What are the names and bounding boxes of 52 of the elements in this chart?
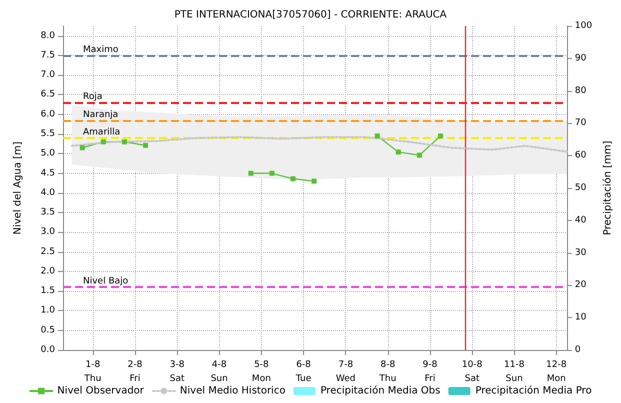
- y-tick-label: 1.5: [40, 286, 55, 296]
- ref-line-label: Amarilla: [83, 127, 120, 138]
- y-tick-label: 6.5: [40, 90, 55, 100]
- x-tick-label: 7-8 Wed: [336, 360, 356, 384]
- y-tick-label: 6.0: [40, 109, 56, 120]
- y2-tick-label: 40: [574, 215, 587, 226]
- y-tick-label: 3.0: [40, 227, 56, 238]
- y-tick-label: 7.0: [40, 70, 56, 80]
- y-tick-label: 2.0: [40, 266, 56, 276]
- legend-label: Precipitación Media Obs: [320, 386, 440, 396]
- x-tick-label: 11-8 Sun: [504, 360, 525, 384]
- y-tick-label: 2.5: [40, 246, 55, 257]
- ref-line-label: Naranja: [83, 110, 118, 120]
- y2-tick-label: 0: [574, 345, 581, 355]
- x-tick-label: 2-8 Fri: [128, 360, 143, 384]
- y-tick-label: 4.0: [40, 188, 56, 198]
- x-tick-label: 4-8 Sun: [210, 360, 228, 384]
- y2-tick-label: 50: [574, 183, 587, 193]
- y-tick-label: 1.0: [40, 306, 56, 316]
- y-tick-label: 0.0: [40, 345, 56, 355]
- ref-line-label: Nivel Bajo: [83, 276, 129, 287]
- x-tick-label: 12-8 Mon: [546, 360, 567, 384]
- y-tick-label: 5.0: [40, 148, 56, 159]
- y2-tick-label: 80: [574, 86, 587, 96]
- y2-tick-label: 60: [574, 150, 587, 161]
- y-tick-label: 3.5: [40, 208, 55, 218]
- x-tick-label: 5-8 Mon: [252, 360, 271, 384]
- x-tick-label: 3-8 Sat: [170, 360, 185, 384]
- y-tick-label: 5.5: [40, 129, 55, 139]
- ref-line-label: Maximo: [83, 44, 119, 55]
- y-tick-label: 4.5: [40, 168, 55, 178]
- chart-title: PTE INTERNACIONA[37057060] - CORRIENTE: ARAUCA: [174, 10, 447, 20]
- x-tick-label: 8-8 Thu: [378, 360, 396, 384]
- legend-label: Precipitación Media Pro: [475, 386, 592, 396]
- x-tick-label: 9-8 Fri: [422, 360, 438, 384]
- y2-tick-label: 90: [574, 53, 587, 64]
- y-axis-title: Nivel del Agua [m]: [12, 141, 24, 235]
- y-tick-label: 0.5: [40, 325, 55, 336]
- y2-tick-label: 30: [574, 248, 587, 258]
- y-tick-label: 8.0: [40, 30, 56, 41]
- legend-label: Nivel Observador: [57, 386, 145, 396]
- y2-tick-label: 10: [574, 312, 587, 323]
- y2-tick-label: 20: [574, 280, 587, 290]
- y-tick-label: 7.5: [40, 50, 55, 60]
- y2-tick-label: 70: [574, 118, 587, 128]
- y2-axis-title: Precipitación [mm]: [602, 140, 614, 236]
- legend-label: Nivel Medio Historico: [180, 386, 286, 396]
- x-tick-label: 10-8 Sat: [462, 360, 483, 384]
- y2-tick-label: 100: [574, 21, 592, 31]
- x-tick-label: 6-8 Tue: [294, 360, 312, 384]
- x-tick-label: 1-8 Thu: [83, 360, 102, 384]
- ref-line-label: Roja: [83, 92, 102, 102]
